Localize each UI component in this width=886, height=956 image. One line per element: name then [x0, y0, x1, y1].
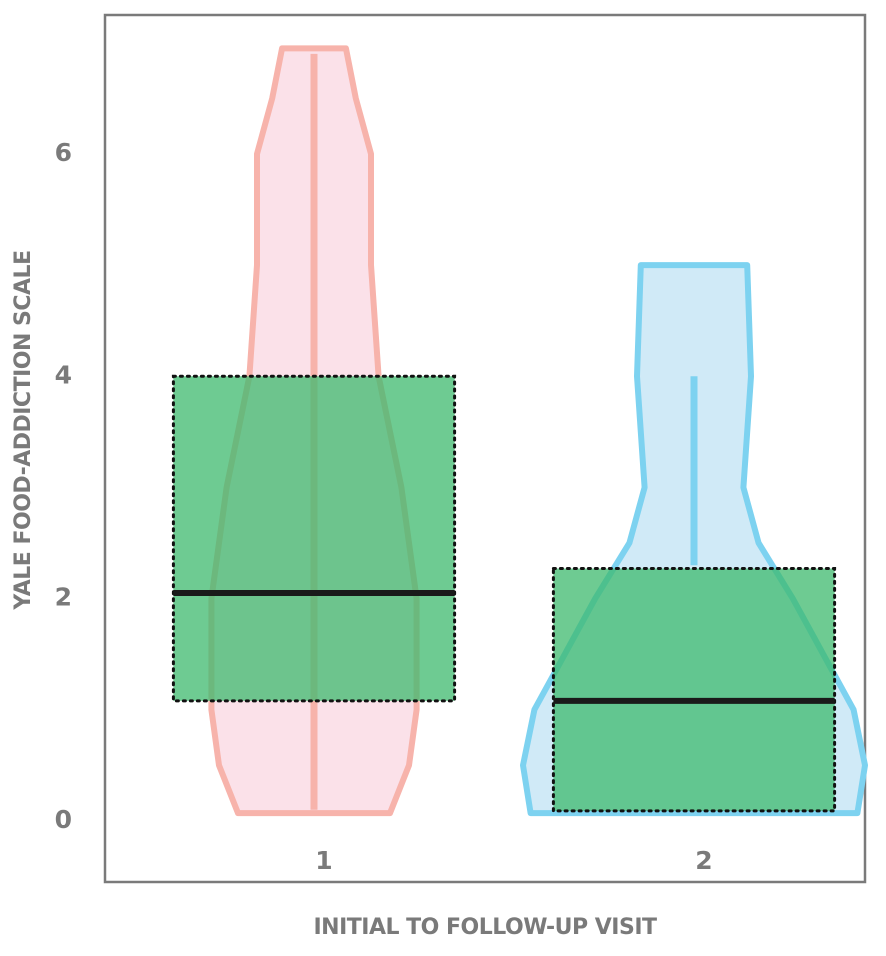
box	[551, 567, 837, 813]
y-axis-title: YALE FOOD-ADDICTION SCALE	[11, 250, 36, 610]
plot-frame	[103, 13, 867, 884]
x-tick-label: 2	[695, 846, 712, 875]
y-tick-label: 6	[55, 138, 72, 167]
y-tick-label: 0	[55, 805, 72, 834]
x-axis-title: INITIAL TO FOLLOW-UP VISIT	[313, 915, 657, 940]
y-tick-label: 4	[55, 360, 72, 389]
box	[171, 374, 457, 703]
y-tick-label: 2	[55, 583, 72, 612]
x-tick-label: 1	[315, 846, 332, 875]
